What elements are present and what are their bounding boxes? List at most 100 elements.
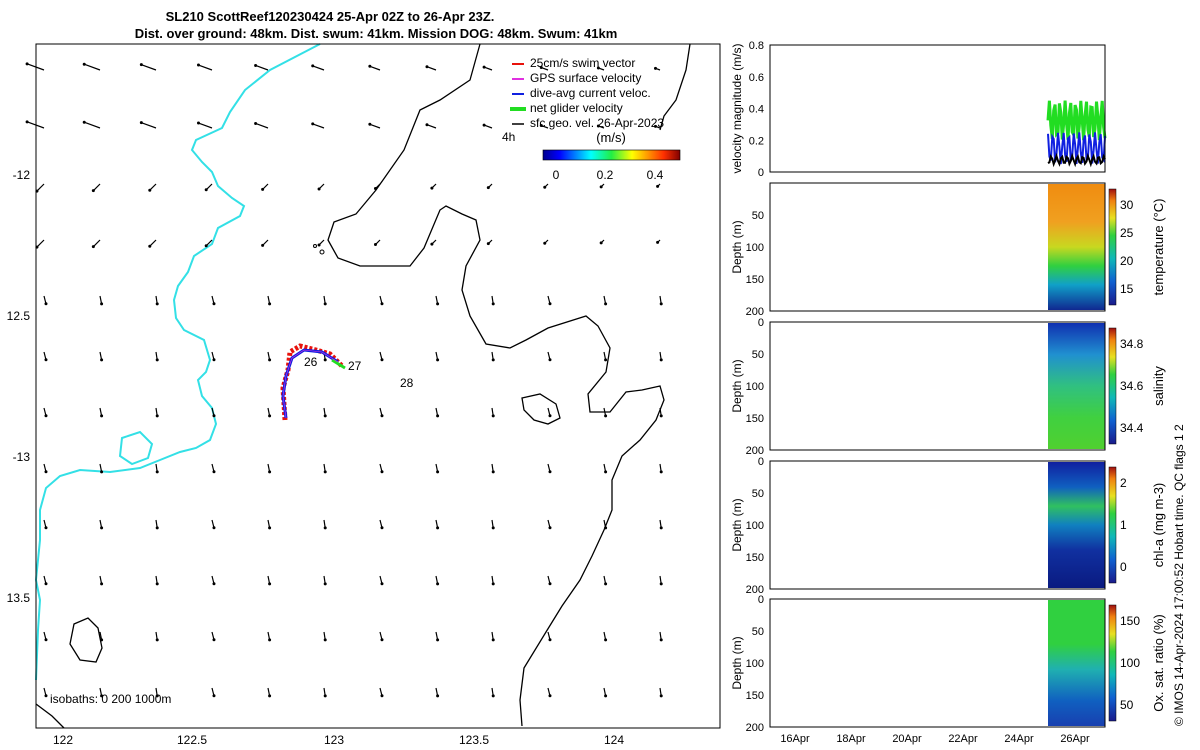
colorbar-label: temperature (°C): [1151, 199, 1166, 296]
current-vector-head: [323, 358, 327, 362]
current-vector-head: [268, 582, 272, 586]
current-vector-head: [268, 302, 272, 306]
current-vector-head: [548, 582, 552, 586]
current-vector-head: [139, 63, 143, 67]
current-vector-head: [548, 302, 552, 306]
current-vector-head: [482, 123, 486, 127]
current-vector-head: [656, 240, 660, 244]
current-vector-head: [196, 121, 200, 125]
x-tick-label: 20Apr: [892, 733, 922, 745]
x-tick-label: 26Apr: [1060, 733, 1090, 745]
current-vector-head: [323, 470, 327, 474]
colorbar-tick: 34.8: [1120, 337, 1144, 351]
current-vector-head: [380, 694, 384, 698]
map-y-axis: -12 12.5 -13 13.5: [7, 168, 31, 605]
current-vector-head: [44, 694, 48, 698]
current-vector: [198, 64, 213, 71]
current-vector-head: [25, 62, 29, 66]
current-vector-head: [323, 582, 327, 586]
current-vector-head: [311, 64, 315, 68]
map-panel: 26 27 28 25cm/s swim vector GPS surface …: [7, 43, 721, 747]
current-vector-head: [380, 638, 384, 642]
current-vector-head: [44, 526, 48, 530]
panel-temperature: 50 100 150 200 Depth (m) 30 25 20 15 temperature …: [730, 182, 1166, 318]
map-x-axis: 122 122.5 123 123.5 124: [53, 733, 624, 747]
y-tick-label: 200: [746, 584, 764, 596]
current-vector-head: [543, 185, 547, 189]
current-vector-head: [380, 414, 384, 418]
current-vector-head: [548, 638, 552, 642]
current-vector-head: [100, 414, 104, 418]
current-vector-head: [604, 694, 608, 698]
current-vector-head: [212, 582, 216, 586]
current-vector-head: [539, 66, 543, 70]
current-vector-head: [268, 470, 272, 474]
current-vector-head: [380, 470, 384, 474]
colorbar-tick: 0.2: [597, 168, 614, 182]
y-axis-label: velocity magnitude (m/s): [730, 43, 744, 173]
coastline-island: [118, 430, 154, 466]
current-vector: [141, 122, 157, 129]
y-tick-label: 200: [746, 445, 764, 457]
map-frame: [35, 43, 721, 729]
legend-entry: sfc geo. vel. 26-Apr-2023: [530, 116, 664, 130]
x-tick-label: 24Apr: [1004, 733, 1034, 745]
panel-salinity: 0 50 100 150 200 Depth (m) 34.8 34.6 34.4 salinit…: [730, 317, 1166, 457]
current-vector-head: [44, 302, 48, 306]
current-vector-head: [653, 66, 657, 70]
y-tick-label: 200: [746, 722, 764, 734]
isobaths-note: isobaths: 0 200 1000m: [50, 692, 171, 706]
day-label: 27: [348, 359, 362, 373]
current-vector-head: [539, 124, 543, 128]
current-vector-head: [212, 470, 216, 474]
colorbar-label: salinity: [1151, 366, 1166, 406]
current-vector: [312, 65, 325, 71]
colorbar-tick: 150: [1120, 614, 1140, 628]
current-vector-head: [155, 638, 159, 642]
colorbar-label: chl-a (mg m-3): [1151, 483, 1166, 568]
colorbar-label: Ox. sat. ratio (%): [1151, 614, 1166, 712]
current-vector-head: [100, 358, 104, 362]
current-vector-head: [543, 241, 547, 245]
y-tick-label: 50: [752, 626, 764, 638]
current-vector-head: [212, 414, 216, 418]
colorbar-tick: 0.4: [647, 168, 664, 182]
current-vector-head: [656, 184, 660, 188]
isobath-line: [69, 617, 103, 663]
current-vector-head: [82, 120, 86, 124]
current-vector-head: [548, 358, 552, 362]
y-tick-label: 0.6: [749, 72, 764, 84]
panel-frame: [769, 44, 1106, 173]
isobath-line: [521, 393, 561, 425]
x-tick-label: 22Apr: [948, 733, 978, 745]
current-vector-head: [436, 526, 440, 530]
current-vector-head: [653, 124, 657, 128]
y-tick-label: 100: [746, 520, 764, 532]
current-vector-head: [604, 582, 608, 586]
y-tick-label: 100: [746, 658, 764, 670]
isobath-line: [327, 43, 665, 727]
current-vector-head: [155, 694, 159, 698]
current-vector-head: [317, 243, 321, 247]
current-vector-head: [212, 526, 216, 530]
current-vector-head: [268, 526, 272, 530]
glider-track: [280, 343, 346, 421]
current-vector-head: [44, 582, 48, 586]
current-vector-head: [212, 638, 216, 642]
current-vector-head: [548, 694, 552, 698]
current-vector-head: [604, 470, 608, 474]
current-vector-head: [212, 302, 216, 306]
current-vector-head: [486, 242, 490, 246]
current-vector-head: [268, 414, 272, 418]
velocity-series: [1047, 132, 1106, 165]
current-vector-head: [659, 470, 663, 474]
speed-colorbar: (m/s) 0 0.2 0.4: [542, 130, 681, 182]
current-vector-head: [604, 414, 608, 418]
current-vector-head: [659, 582, 663, 586]
panel-frame: [769, 321, 1106, 451]
colorbar-tick: 1: [1120, 518, 1127, 532]
current-vector-head: [425, 65, 429, 69]
current-vector-head: [659, 694, 663, 698]
